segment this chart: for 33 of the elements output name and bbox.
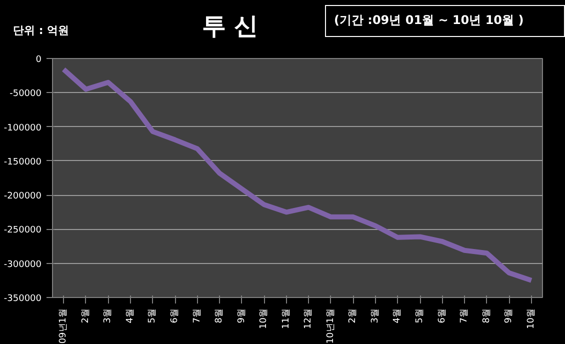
- y-tick-label: 0: [36, 55, 42, 65]
- x-tick-label: 9월: [236, 308, 247, 324]
- x-tick-label: 6월: [437, 308, 448, 324]
- x-tick-label: 3월: [370, 308, 380, 324]
- x-tick-label: 09년1월: [58, 308, 69, 344]
- text: 단위 : 억원: [13, 23, 70, 39]
- y-tick-label: -100000: [4, 123, 42, 134]
- y-tick-label: -200000: [4, 192, 42, 202]
- x-tick-label: 8월: [214, 308, 225, 324]
- text: (기간 :09년 01월 ~ 10년 10월 ): [334, 12, 524, 29]
- x-tick-label: 4월: [125, 308, 136, 324]
- y-tick-label: -50000: [10, 89, 42, 100]
- x-tick-label: 5월: [415, 308, 425, 324]
- x-tick-label: 12월: [304, 308, 314, 329]
- x-tick-label: 3월: [103, 308, 114, 324]
- x-tick-label: 9월: [504, 308, 514, 324]
- x-tick-label: 10월: [526, 308, 536, 329]
- x-tick-label: 5월: [148, 308, 158, 324]
- y-tick-label: -250000: [4, 226, 42, 236]
- x-tick-label: 11월: [281, 308, 292, 329]
- x-tick-label: 2월: [80, 308, 91, 324]
- chart-title: 투 신: [202, 11, 258, 42]
- x-tick-label: 7월: [460, 308, 470, 324]
- x-tick-label: 2월: [348, 308, 358, 324]
- x-tick-label: 6월: [170, 308, 180, 324]
- x-tick-label: 7월: [192, 308, 202, 324]
- x-tick-label: 10년1월: [326, 308, 336, 344]
- x-tick-label: 10월: [259, 308, 270, 329]
- y-tick-label: -350000: [4, 294, 42, 304]
- y-tick-label: -300000: [4, 260, 42, 270]
- y-tick-label: -150000: [4, 157, 42, 168]
- x-tick-label: 8월: [482, 308, 492, 324]
- x-tick-label: 4월: [392, 308, 403, 324]
